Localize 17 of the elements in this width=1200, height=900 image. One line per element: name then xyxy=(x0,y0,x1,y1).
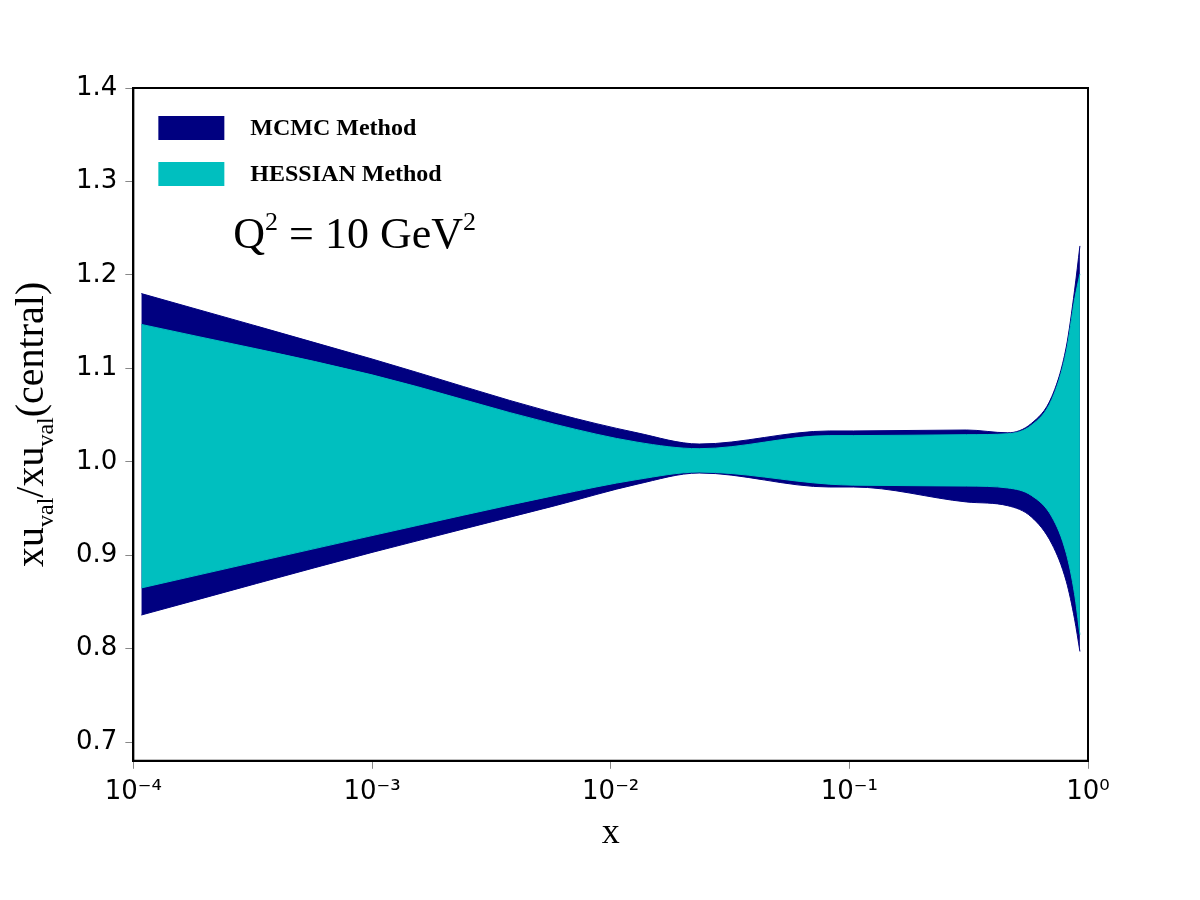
x-tick-label: 10⁻² xyxy=(582,775,640,806)
y-tick-label: 1.1 xyxy=(75,351,118,382)
y-tick-label: 0.8 xyxy=(75,631,118,662)
y-tick-label: 0.7 xyxy=(75,724,118,755)
x-tick-label: 10⁻⁴ xyxy=(104,775,162,806)
x-tick-label: 10⁻³ xyxy=(343,775,401,806)
x-tick-label: 10⁻¹ xyxy=(820,775,878,806)
y-tick-label: 1.4 xyxy=(75,70,118,101)
y-axis-title: xuval/xuval(central) xyxy=(7,281,59,567)
y-tick-label: 0.9 xyxy=(75,537,118,568)
x-tick-label: 10⁰ xyxy=(1066,775,1110,806)
x-axis-title: x xyxy=(601,810,620,851)
y-tick-label: 1.0 xyxy=(75,444,118,475)
legend-label: MCMC Method xyxy=(250,114,417,141)
legend-label: HESSIAN Method xyxy=(250,160,443,187)
y-tick-label: 1.3 xyxy=(75,164,118,195)
y-tick-label: 1.2 xyxy=(75,257,118,288)
